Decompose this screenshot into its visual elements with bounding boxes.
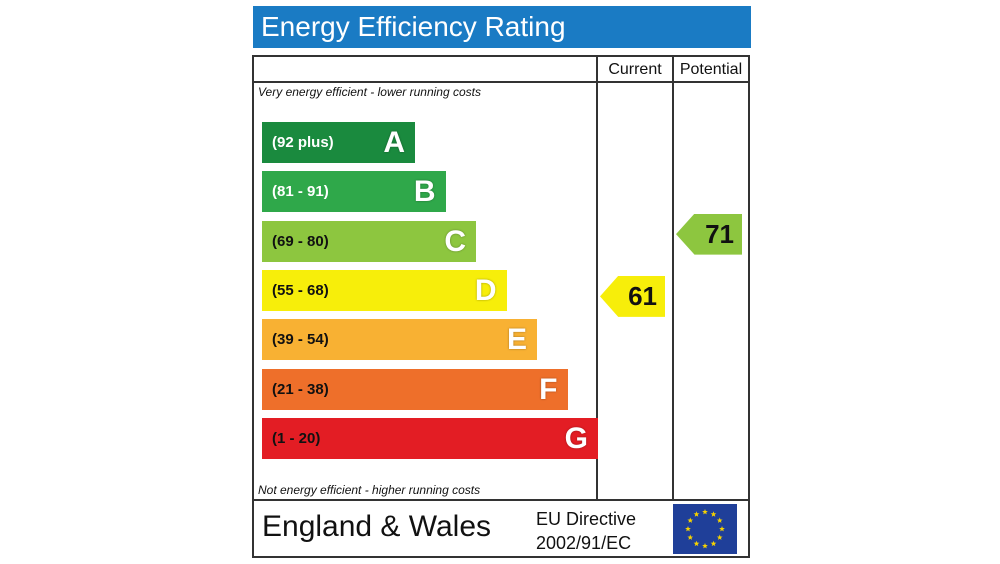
band-letter: A [383,126,405,159]
eu-star-icon [710,511,717,517]
eu-star-icon [716,534,723,540]
band-b: (81 - 91) B [262,171,446,213]
rating-frame [252,55,750,558]
band-range-label: (55 - 68) [272,281,329,299]
current-rating-arrow: 61 [600,275,665,317]
band-range-label: (92 plus) [272,134,334,151]
directive-line-2: 2002/91/EC [536,533,632,553]
current-column-divider [596,55,598,501]
potential-column-header: Potential [679,61,743,78]
eu-star-icon [719,526,725,532]
band-range-label: (81 - 91) [272,183,329,201]
eu-star-icon [693,511,700,517]
eu-star-icon [687,517,694,523]
current-column-header: Current [608,61,662,78]
directive-line-1: EU Directive [536,509,637,529]
band-range-label: (69 - 80) [272,232,329,250]
band-letter: D [474,273,497,307]
band-d: (55 - 68) D [262,269,507,311]
band-e: (39 - 54) E [262,319,537,361]
band-range-label: (39 - 54) [272,331,329,349]
eu-star-icon [687,534,694,540]
band-a: (92 plus) A [262,122,415,163]
country-label: England & Wales [262,510,492,543]
band-range-label: (21 - 38) [272,380,329,398]
potential-rating-value: 71 [705,218,734,249]
chart-title: Energy Efficiency Rating [253,6,751,48]
current-rating-value: 61 [628,280,657,311]
band-letter: B [413,175,436,209]
eu-directive: EU Directive 2002/91/EC [536,507,636,555]
potential-rating-arrow: 71 [676,213,742,255]
eu-star-icon [710,540,717,547]
potential-column-divider [672,55,674,501]
eu-star-icon [685,526,691,532]
band-letter: E [506,323,527,357]
band-g: (1 - 20) G [262,417,598,459]
band-letter: F [539,372,558,406]
band-range-label: (1 - 20) [272,429,321,447]
band-c: (69 - 80) C [262,220,476,262]
footer-divider [252,499,750,501]
efficient-note: Very energy efficient - lower running co… [258,85,481,99]
eu-star-icon [693,540,700,547]
eu-star-icon [716,517,723,523]
inefficient-note: Not energy efficient - higher running co… [258,483,481,497]
band-f: (21 - 38) F [262,368,568,410]
band-letter: G [564,421,588,455]
eu-star-icon [702,543,708,549]
band-letter: C [444,224,466,258]
eu-star-icon [702,509,708,515]
header-divider [252,81,750,83]
eu-flag-icon [673,504,737,554]
